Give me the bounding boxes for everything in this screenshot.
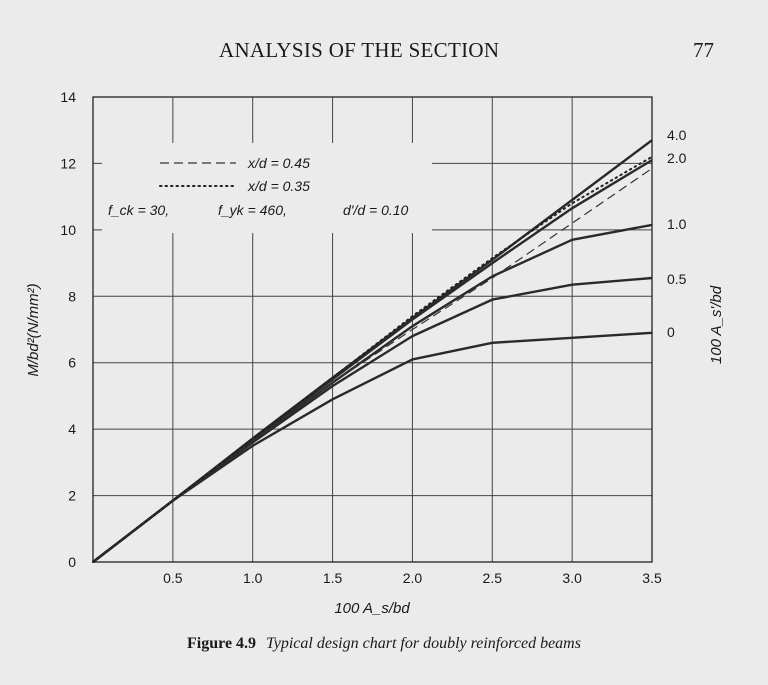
plot-frame (92, 96, 653, 563)
y-tick-label: 0 (68, 554, 76, 570)
figure-number: Figure 4.9 (187, 635, 257, 652)
curve-label-0-5: 0.5 (667, 271, 687, 287)
axes (92, 96, 653, 563)
series-line-0-5 (92, 276, 653, 563)
y-tick-label: 4 (68, 421, 76, 437)
legend-parameter: f_ck = 30, (108, 202, 169, 218)
y-tick-label: 6 (68, 355, 76, 371)
x-tick-label: 3.5 (642, 570, 662, 586)
series-line-0 (92, 331, 653, 563)
curve-label-0: 0 (667, 324, 675, 340)
x-tick-label: 1.5 (323, 570, 343, 586)
x-axis-label: 100 A_s/bd (334, 600, 410, 617)
page-header: ANALYSIS OF THE SECTION 77 (0, 36, 768, 66)
axis-labels: 0 2 4 6 8 10 12 14 0.5 1.0 1.5 2.0 2.5 3.0 3.5 100 A_s/… (25, 89, 725, 617)
y-tick-label: 10 (60, 222, 76, 238)
running-title: ANALYSIS OF THE SECTION (219, 38, 500, 62)
legend-label: x/d = 0.35 (247, 178, 310, 194)
x-tick-label: 1.0 (243, 570, 263, 586)
legend-parameter: d'/d = 0.10 (343, 202, 409, 218)
x-tick-label: 3.0 (562, 570, 582, 586)
y-axis-label: M/bd²(N/mm²) (25, 283, 42, 376)
x-tick-label: 0.5 (163, 570, 183, 586)
figure-caption-text: Typical design chart for doubly reinforc… (266, 635, 581, 652)
y-tick-label: 12 (60, 155, 76, 171)
legend-box (102, 143, 432, 233)
series-line-dotted (92, 155, 653, 563)
curve-label-2-0: 2.0 (667, 150, 687, 166)
series-line-1-0 (92, 223, 653, 563)
curve-label-1-0: 1.0 (667, 216, 687, 232)
y-tick-label: 14 (60, 89, 76, 105)
legend-parameter: f_yk = 460, (218, 202, 287, 218)
y-tick-label: 8 (68, 288, 76, 304)
x-tick-label: 2.5 (483, 570, 503, 586)
right-axis-label: 100 A_s'/bd (708, 285, 725, 364)
page-number: 77 (693, 38, 714, 62)
figure-caption: Figure 4.9 Typical design chart for doubl… (0, 635, 768, 653)
legend-label: x/d = 0.45 (247, 155, 310, 171)
series-lines (92, 139, 653, 563)
curve-label-4-0: 4.0 (667, 127, 687, 143)
legend: x/d = 0.45 x/d = 0.35 f_ck = 30, f_yk = 460… (102, 143, 432, 233)
x-tick-label: 2.0 (403, 570, 423, 586)
y-tick-label: 2 (68, 488, 76, 504)
design-chart: x/d = 0.45 x/d = 0.35 f_ck = 30, f_yk = 460… (25, 89, 725, 617)
